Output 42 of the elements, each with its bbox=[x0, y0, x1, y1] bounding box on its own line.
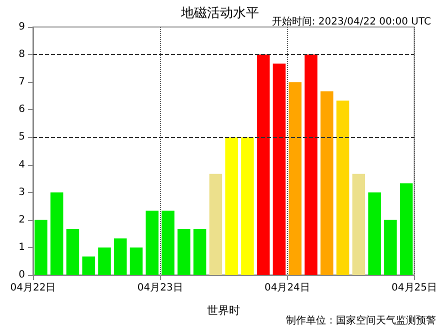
bar bbox=[368, 192, 381, 275]
y-tick-label: 0 bbox=[18, 270, 25, 280]
bar bbox=[384, 220, 397, 275]
bar bbox=[288, 82, 302, 275]
y-tick-label: 6 bbox=[18, 104, 25, 116]
bar bbox=[209, 174, 222, 275]
bar bbox=[114, 238, 127, 275]
bar bbox=[352, 174, 366, 275]
y-tick-label: 7 bbox=[18, 76, 25, 88]
bar bbox=[193, 228, 206, 275]
bar bbox=[225, 137, 238, 275]
y-tick-label: 4 bbox=[18, 159, 25, 170]
bar bbox=[400, 183, 413, 275]
bar bbox=[320, 91, 334, 275]
bar bbox=[82, 256, 95, 275]
chart-subtitle: 开始时间: 2023/04/22 00:00 UTC bbox=[272, 16, 432, 28]
text: 制作单位：国家空间天气监测预警 bbox=[286, 314, 436, 326]
bar bbox=[178, 228, 190, 275]
chart-title: 地磁活动水平 bbox=[180, 6, 259, 21]
y-tick-label: 8 bbox=[18, 49, 25, 60]
bar bbox=[241, 137, 254, 275]
bar bbox=[50, 192, 64, 275]
x-axis-title: 世界时 bbox=[207, 304, 240, 317]
bar bbox=[304, 54, 318, 275]
bar bbox=[162, 210, 174, 275]
y-tick-label: 2 bbox=[18, 214, 25, 226]
y-tick-label: 1 bbox=[18, 242, 25, 253]
bar bbox=[66, 228, 80, 275]
x-tick-label: 04月24日 bbox=[264, 282, 310, 294]
bar bbox=[256, 54, 270, 275]
x-tick-label: 04月25日 bbox=[392, 282, 437, 294]
bar bbox=[98, 247, 111, 275]
y-tick-label: 9 bbox=[18, 22, 25, 32]
bar bbox=[34, 220, 48, 275]
bar bbox=[336, 100, 350, 275]
bar bbox=[146, 210, 159, 275]
y-tick-label: 5 bbox=[18, 132, 25, 143]
x-tick-label: 04月22日 bbox=[10, 282, 56, 294]
y-tick-label: 3 bbox=[18, 186, 25, 198]
x-tick-label: 04月23日 bbox=[137, 282, 183, 294]
bar bbox=[272, 64, 286, 275]
bar bbox=[130, 247, 143, 275]
